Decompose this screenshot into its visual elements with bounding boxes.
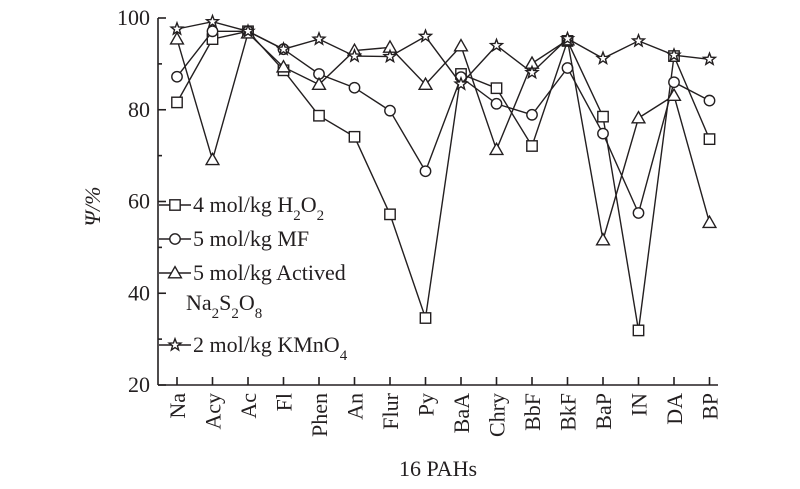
marker-square — [169, 199, 181, 211]
legend-label: 5 mol/kg Actived — [193, 260, 346, 285]
marker-star — [275, 40, 292, 56]
marker-square — [313, 109, 325, 122]
marker-circle — [632, 207, 645, 219]
x-tick-label: BbF — [520, 393, 545, 431]
marker-star — [346, 47, 363, 63]
marker-star — [524, 64, 540, 80]
series-line — [176, 30, 710, 216]
series-line — [176, 30, 711, 331]
legend-label: 4 mol/kg H2O2 — [193, 192, 324, 224]
series-line — [176, 20, 710, 86]
marker-circle — [526, 108, 538, 121]
y-tick-label: 80 — [128, 97, 150, 122]
x-tick-label: Chry — [485, 393, 510, 437]
marker-star — [417, 28, 434, 43]
marker-square — [490, 82, 503, 95]
x-axis-title: 16 PAHs — [399, 456, 477, 481]
x-tick-label: Flur — [378, 392, 403, 429]
x-tick-label: Fl — [272, 393, 297, 411]
x-tick-label: BkF — [556, 393, 581, 431]
marker-star — [204, 13, 221, 29]
x-tick-label: BP — [698, 393, 723, 420]
marker-star — [595, 50, 611, 66]
x-tick-label: An — [343, 393, 368, 420]
marker-triangle — [417, 76, 434, 91]
marker-star — [240, 23, 256, 38]
x-tick-label: BaP — [591, 393, 616, 430]
y-tick-label: 60 — [128, 189, 150, 214]
x-tick-label: Na — [165, 393, 190, 419]
x-tick-label: Py — [414, 393, 439, 416]
marker-triangle — [169, 31, 185, 45]
marker-star — [382, 48, 398, 64]
marker-star — [169, 20, 185, 36]
marker-square — [384, 208, 396, 221]
x-tick-label: Ac — [236, 393, 261, 419]
marker-circle — [597, 127, 609, 140]
axes: 20 40 60 80 100 Na Acy Ac Fl Phen An Flur Py BaA Chry B… — [117, 5, 723, 437]
legend-item: 5 mol/kg MF — [159, 226, 309, 251]
marker-triangle — [666, 87, 682, 102]
marker-triangle — [204, 151, 221, 166]
marker-star — [167, 336, 183, 352]
marker-star — [701, 51, 718, 66]
marker-star — [488, 37, 505, 53]
marker-square — [348, 130, 361, 143]
x-tick-label: Phen — [307, 393, 332, 437]
legend-label: 2 mol/kg KMnO4 — [193, 332, 348, 364]
y-tick-label: 20 — [128, 372, 150, 397]
series-triangle — [169, 25, 718, 246]
marker-triangle — [453, 38, 469, 52]
x-tick-label: DA — [662, 393, 687, 425]
marker-circle — [171, 70, 183, 83]
marker-star — [630, 32, 647, 48]
marker-triangle — [630, 110, 647, 124]
marker-circle — [384, 104, 396, 117]
marker-triangle — [701, 214, 718, 229]
marker-triangle — [275, 59, 292, 73]
marker-circle — [490, 97, 503, 110]
marker-star — [666, 46, 682, 62]
marker-square — [171, 96, 183, 109]
series-layer — [169, 13, 718, 337]
marker-square — [526, 140, 538, 152]
marker-triangle — [167, 265, 183, 279]
series-star — [169, 13, 718, 91]
marker-star — [311, 30, 327, 46]
marker-square — [703, 133, 716, 146]
y-tick-label: 40 — [128, 280, 150, 305]
y-axis-title: Ψ/% — [80, 187, 105, 227]
legend-item: 5 mol/kg Actived Na2S2O8 — [159, 260, 346, 322]
marker-triangle — [311, 76, 327, 91]
marker-star — [559, 30, 576, 46]
y-tick-label: 100 — [117, 5, 150, 30]
marker-circle — [348, 81, 361, 94]
marker-circle — [668, 76, 680, 89]
marker-circle — [703, 94, 716, 107]
marker-square — [632, 324, 645, 337]
x-tick-label: BaA — [449, 393, 474, 433]
marker-square — [419, 312, 432, 324]
legend-label: 5 mol/kg MF — [193, 226, 309, 251]
x-tick-label: IN — [627, 393, 652, 416]
marker-triangle — [595, 232, 611, 246]
legend-item: 2 mol/kg KMnO4 — [159, 332, 348, 364]
marker-circle — [169, 233, 181, 245]
legend-item: 4 mol/kg H2O2 — [159, 192, 324, 224]
x-tick-label: Acy — [201, 393, 226, 430]
marker-triangle — [488, 141, 505, 156]
marker-star — [453, 75, 469, 91]
marker-square — [597, 110, 609, 123]
marker-circle — [419, 165, 432, 178]
series-line — [176, 31, 711, 241]
legend-label-line2: Na2S2O8 — [186, 290, 262, 322]
marker-circle — [206, 25, 219, 38]
